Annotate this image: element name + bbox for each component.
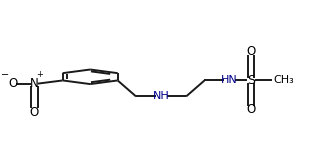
Text: O: O	[246, 45, 256, 58]
Text: CH₃: CH₃	[273, 76, 294, 85]
Text: +: +	[36, 70, 43, 79]
Text: O: O	[246, 103, 256, 116]
Text: S: S	[247, 74, 255, 87]
Text: N: N	[30, 77, 39, 90]
Text: NH: NH	[153, 92, 169, 101]
Text: HN: HN	[221, 76, 238, 85]
Text: O: O	[30, 106, 39, 119]
Text: O: O	[8, 77, 17, 90]
Text: −: −	[1, 70, 9, 80]
